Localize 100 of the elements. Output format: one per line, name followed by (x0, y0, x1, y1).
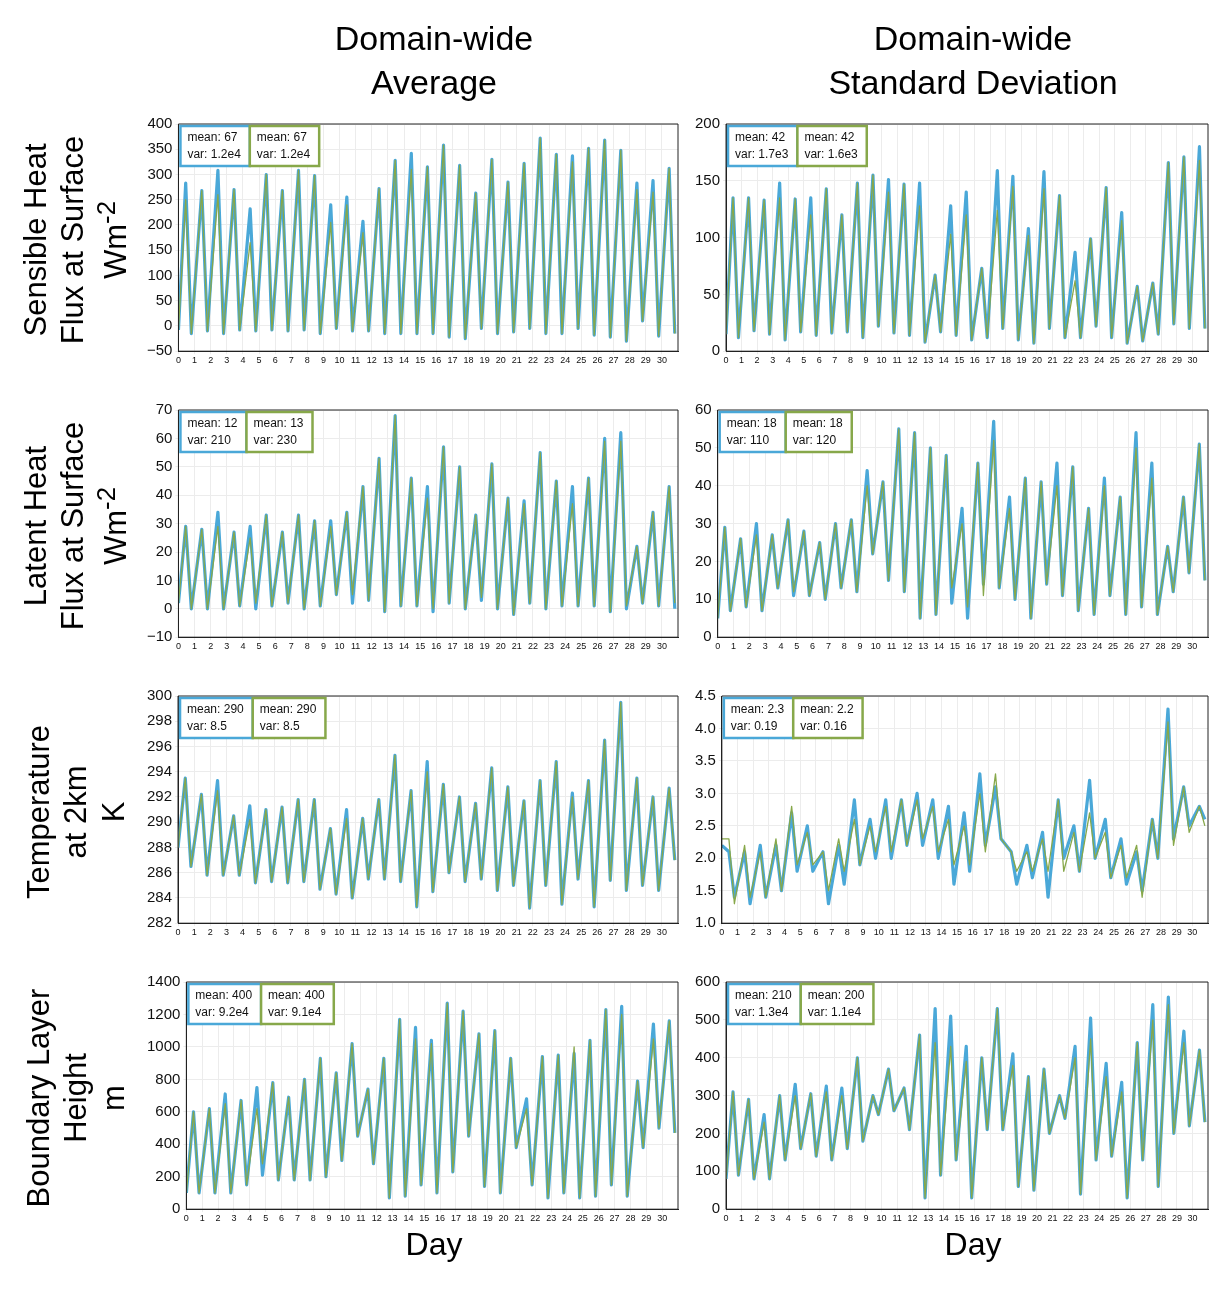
x-tick-label: 27 (1140, 355, 1151, 366)
x-tick-label: 12 (366, 641, 377, 652)
x-tick-label: 26 (592, 355, 603, 366)
x-tick-label: 28 (624, 355, 635, 366)
x-tick-label: 21 (514, 1213, 525, 1224)
x-tick-label: 10 (339, 1213, 350, 1224)
x-tick-label: 9 (320, 641, 326, 652)
x-tick-label: 1 (192, 641, 198, 652)
y-tick-label: 0 (164, 598, 173, 616)
y-tick-label: 284 (147, 888, 173, 906)
x-tick-label: 1 (730, 641, 737, 652)
x-tick-label: 13 (382, 927, 393, 938)
x-tick-label: 11 (887, 641, 897, 652)
x-tick-label: 21 (511, 641, 522, 652)
x-tick-label: 5 (263, 1213, 269, 1224)
x-tick-label: 21 (1047, 355, 1058, 366)
x-tick-label: 27 (1139, 641, 1150, 652)
x-tick-label: 20 (495, 355, 506, 366)
x-tick-label: 15 (949, 641, 960, 652)
x-tick-label: 25 (1109, 1213, 1120, 1224)
y-axis-title: Boundary Layer Height m (20, 988, 132, 1207)
x-tick-label: 12 (907, 1213, 918, 1224)
y-tick-label: 10 (155, 570, 173, 588)
x-tick-label: 25 (1108, 641, 1119, 652)
x-tick-label: 16 (965, 641, 976, 652)
x-tick-label: 9 (326, 1213, 332, 1224)
x-tick-label: 30 (1187, 927, 1198, 938)
x-tick-label: 15 (954, 355, 965, 366)
y-tick-label: 50 (155, 290, 173, 308)
x-tick-label: 28 (1156, 1213, 1167, 1224)
x-tick-label: 13 (382, 641, 393, 652)
y-tick-label: 298 (147, 711, 173, 729)
x-tick-label: 16 (431, 927, 442, 938)
x-tick-label: 18 (1000, 355, 1011, 366)
x-tick-label: 10 (334, 355, 345, 366)
x-tick-label: 18 (1000, 1213, 1011, 1224)
x-tick-label: 18 (997, 641, 1008, 652)
x-tick-label: 14 (398, 927, 409, 938)
x-tick-label: 24 (560, 641, 571, 652)
x-tick-label: 7 (288, 355, 294, 366)
x-tick-label: 3 (766, 927, 772, 938)
x-tick-label: 27 (608, 927, 619, 938)
x-tick-label: 6 (279, 1213, 285, 1224)
x-tick-label: 29 (641, 1213, 652, 1224)
y-tick-label: 400 (155, 1134, 181, 1152)
x-tick-label: 7 (288, 927, 294, 938)
x-tick-label: 11 (892, 355, 902, 366)
x-tick-label: 25 (577, 1213, 588, 1224)
x-tick-label: 22 (1063, 1213, 1074, 1224)
y-tick-label: 30 (155, 513, 173, 531)
y-tick-label: 288 (147, 837, 173, 855)
x-tick-label: 19 (482, 1213, 493, 1224)
x-tick-label: 16 (969, 355, 980, 366)
x-tick-label: 22 (527, 355, 538, 366)
annotation: mean: 290 var: 8.5 (259, 702, 317, 734)
x-tick-label: 29 (1171, 1213, 1182, 1224)
x-tick-label: 18 (466, 1213, 477, 1224)
x-tick-label: 29 (640, 355, 651, 366)
x-tick-label: 4 (240, 927, 246, 938)
y-tick-label: 4.5 (694, 686, 716, 704)
y-tick-label: 300 (147, 686, 173, 704)
y-tick-label: 500 (695, 1010, 721, 1028)
y-tick-label: 200 (695, 114, 721, 132)
x-tick-label: 27 (1140, 927, 1151, 938)
x-tick-label: 3 (762, 641, 768, 652)
x-tick-label: 4 (785, 1213, 791, 1224)
chart-title: Domain-wide Average (334, 17, 534, 103)
y-tick-label: 0 (164, 316, 173, 334)
x-tick-label: 15 (952, 927, 963, 938)
x-tick-label: 18 (463, 927, 474, 938)
annotation: mean: 400 var: 9.2e4 (195, 988, 253, 1020)
x-tick-label: 15 (414, 927, 425, 938)
y-tick-label: 70 (155, 400, 173, 418)
x-tick-label: 24 (1093, 927, 1104, 938)
x-tick-label: 25 (576, 927, 587, 938)
y-tick-label: 2.0 (694, 848, 716, 866)
x-tick-label: 30 (657, 1213, 668, 1224)
x-tick-label: 11 (892, 1213, 902, 1224)
x-tick-label: 4 (240, 641, 246, 652)
annotation: mean: 18 var: 120 (792, 416, 844, 448)
x-tick-label: 6 (816, 355, 822, 366)
x-tick-label: 24 (560, 355, 571, 366)
x-tick-label: 23 (1077, 927, 1088, 938)
x-tick-label: 22 (1060, 641, 1071, 652)
x-tick-label: 10 (870, 641, 881, 652)
x-tick-label: 18 (463, 641, 474, 652)
x-tick-label: 26 (1123, 641, 1134, 652)
x-tick-label: 29 (640, 927, 651, 938)
x-tick-label: 27 (608, 641, 619, 652)
x-tick-label: 22 (527, 641, 538, 652)
x-tick-label: 2 (207, 927, 213, 938)
x-tick-label: 19 (1013, 641, 1024, 652)
x-tick-label: 28 (624, 927, 635, 938)
annotation: mean: 200 var: 1.1e4 (807, 988, 865, 1020)
y-tick-label: 10 (695, 589, 712, 607)
x-tick-label: 7 (829, 927, 835, 938)
x-tick-label: 14 (403, 1213, 414, 1224)
x-tick-label: 13 (920, 927, 931, 938)
y-tick-label: 286 (147, 862, 173, 880)
y-tick-label: 296 (147, 736, 173, 754)
